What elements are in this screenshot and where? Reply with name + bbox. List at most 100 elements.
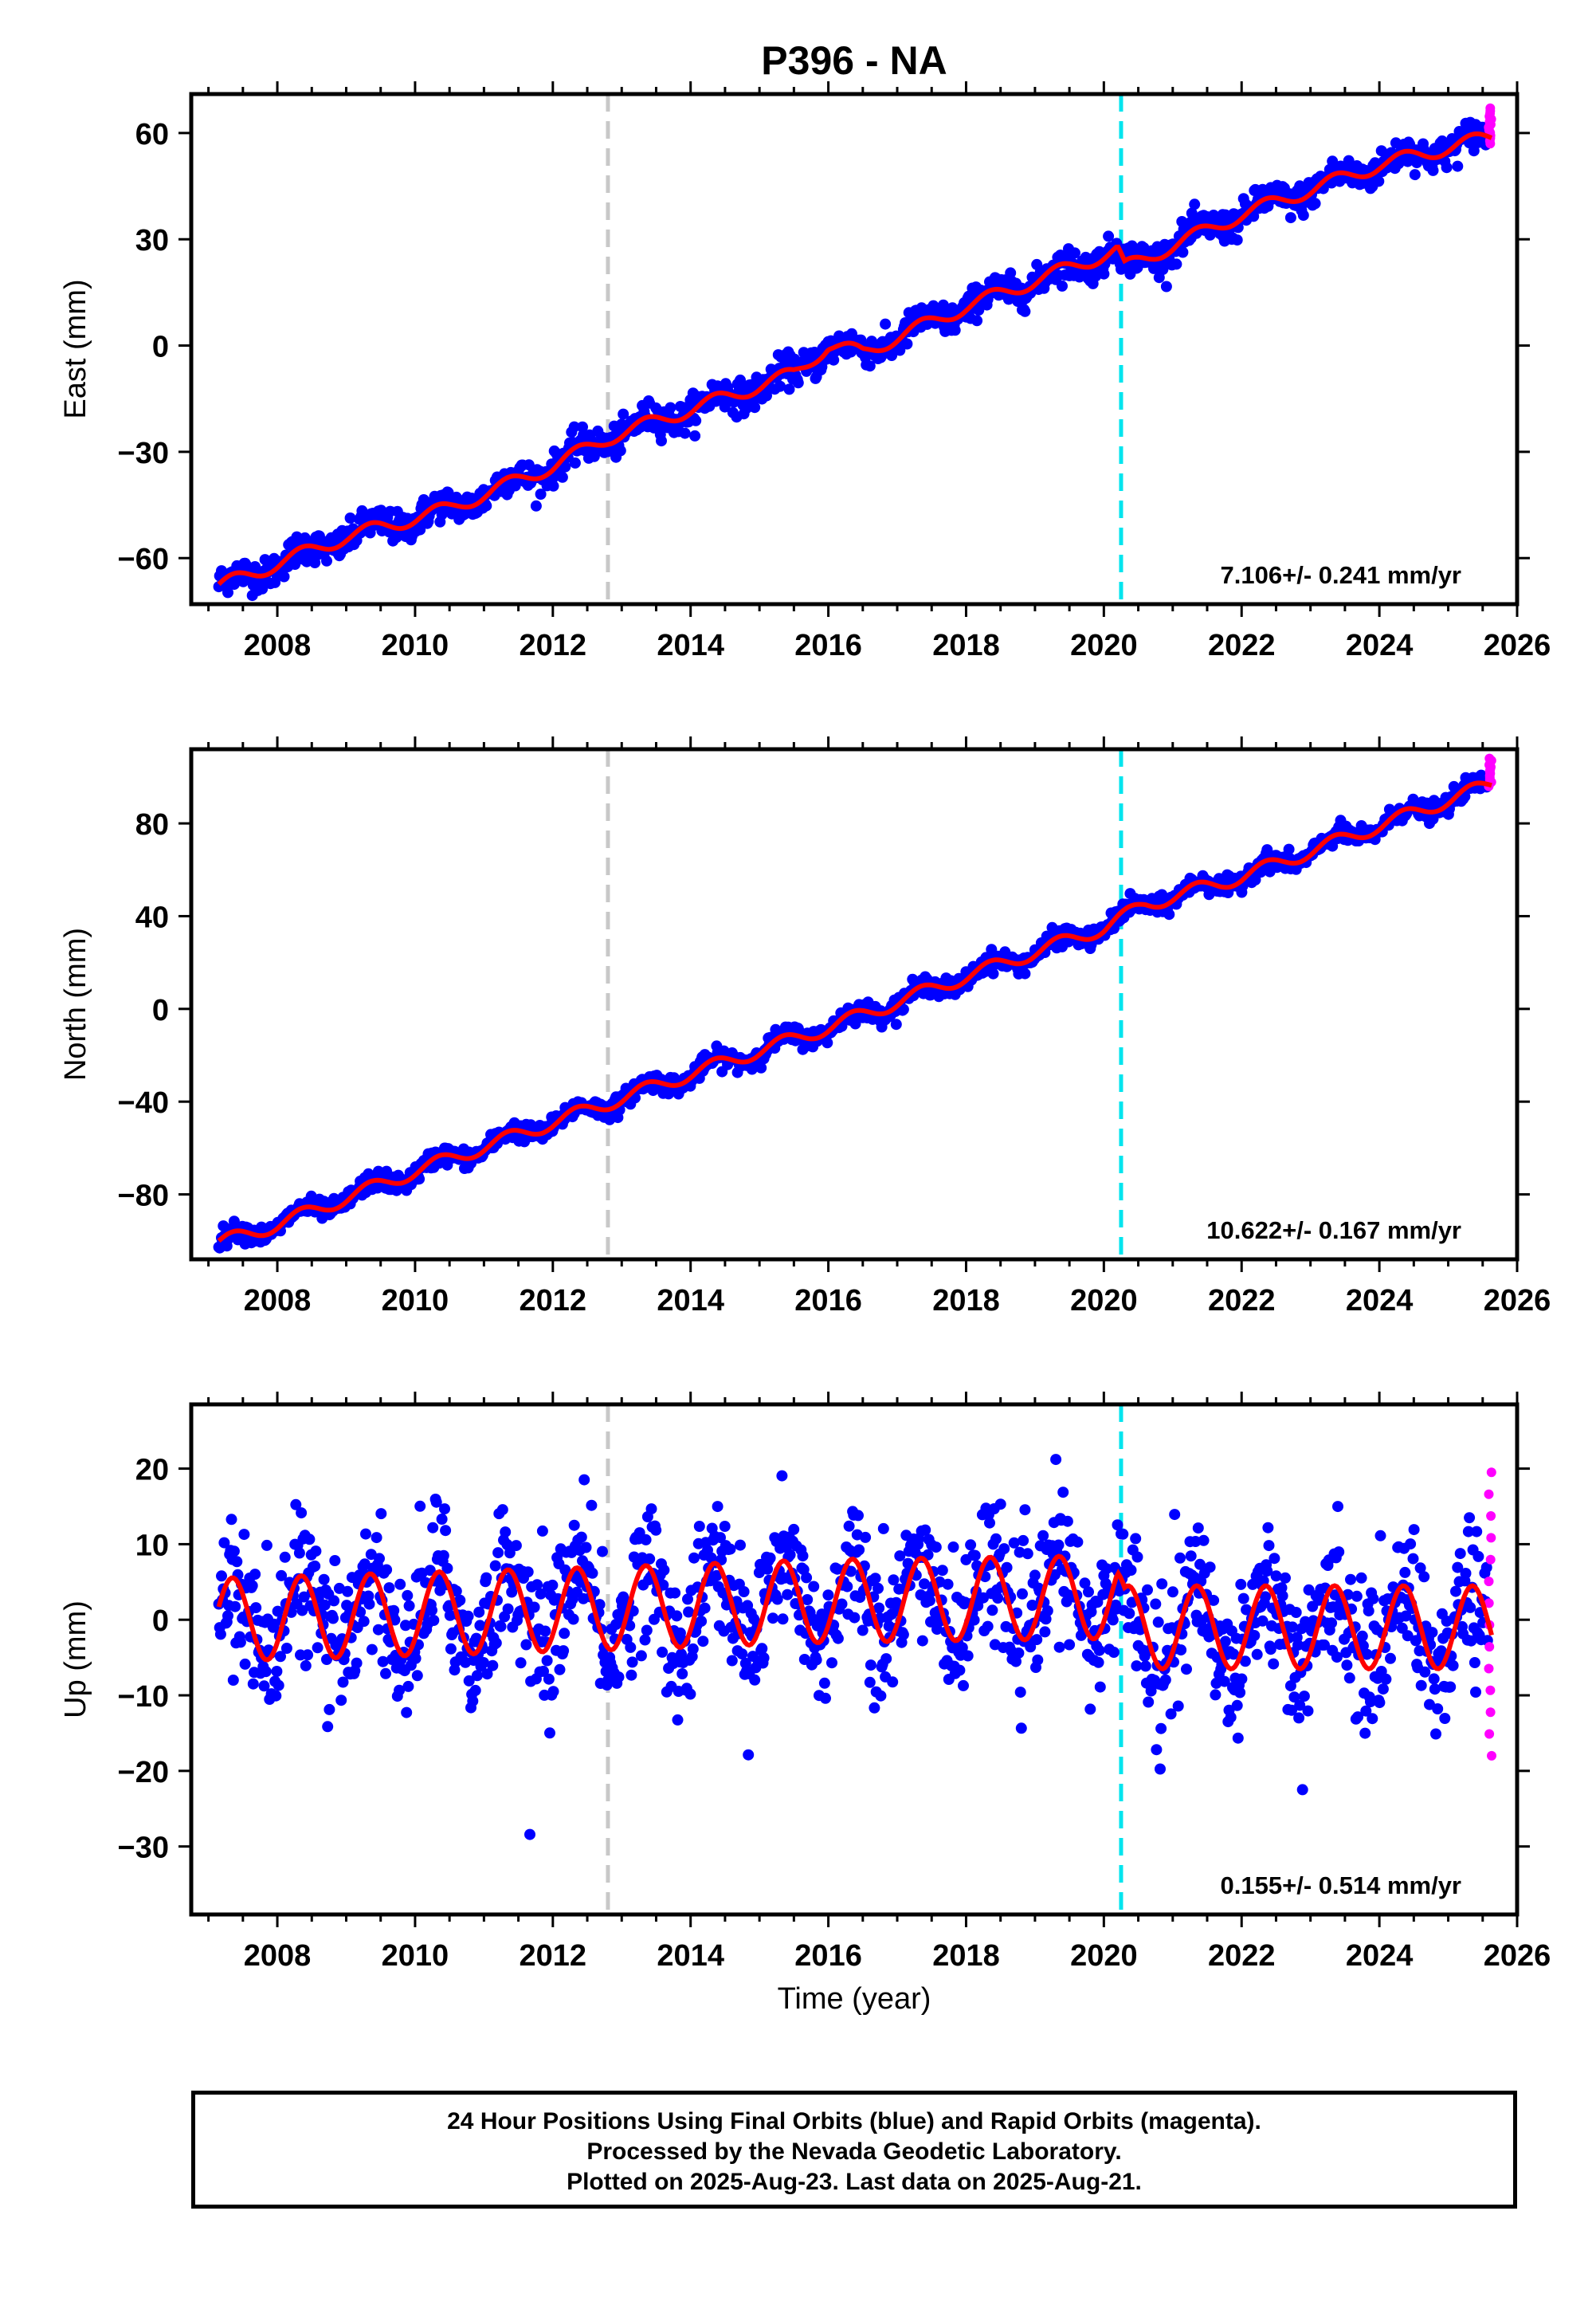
up-final-point [444,1609,456,1621]
up-final-point [1426,1627,1438,1639]
up-final-point [1280,1572,1291,1584]
up-final-point [930,1541,942,1553]
up-final-point [994,1498,1006,1510]
up-final-point [1072,1536,1084,1548]
east-rapid-point [1485,103,1496,113]
up-final-point [1333,1546,1345,1558]
up-final-point [535,1588,547,1600]
up-final-point [454,1594,466,1606]
north-x-tick-label: 2012 [520,1284,587,1318]
north-x-tick-label: 2026 [1484,1284,1551,1318]
up-final-point [1472,1550,1484,1562]
up-final-point [341,1600,353,1612]
up-final-point [1079,1577,1091,1589]
up-final-point [880,1653,892,1665]
up-final-point [672,1714,684,1726]
up-final-point [489,1560,501,1572]
up-final-point [797,1550,809,1562]
up-final-point [414,1500,426,1512]
up-final-point [424,1565,436,1577]
up-final-point [547,1686,559,1698]
east-x-tick-label: 2012 [520,629,587,662]
up-final-point [1345,1573,1356,1585]
up-final-point [802,1594,814,1605]
east-x-tick-label: 2008 [244,629,312,662]
up-final-point [541,1655,553,1667]
up-final-point [865,1659,876,1671]
up-final-point [1462,1526,1474,1537]
up-final-point [982,1620,994,1632]
up-final-point [650,1524,662,1536]
up-final-point [536,1525,548,1537]
up-rapid-point [1486,1533,1496,1543]
up-final-point [372,1624,384,1636]
up-final-point [279,1551,291,1563]
up-final-point [696,1616,708,1628]
up-final-point [641,1624,653,1636]
up-final-point [857,1624,869,1636]
up-final-point [1008,1537,1020,1549]
up-final-point [304,1533,316,1545]
up-final-point [1465,1635,1477,1647]
up-final-point [820,1692,831,1704]
up-final-point [1331,1651,1343,1663]
east-final-point [1069,247,1080,259]
up-final-point [500,1526,512,1538]
north-final-point [822,1037,833,1049]
east-final-point [1189,198,1201,210]
x-axis-label: Time (year) [778,1982,931,2016]
up-final-point [758,1652,770,1664]
up-final-point [558,1645,570,1657]
up-final-point [724,1543,736,1555]
up-final-point [1290,1607,1302,1618]
up-final-point [1174,1552,1186,1564]
up-final-point [250,1602,262,1614]
up-final-point [1175,1644,1187,1656]
up-final-point [699,1602,711,1614]
up-final-point [1296,1784,1308,1796]
up-final-point [567,1613,579,1625]
up-final-point [613,1671,625,1683]
up-final-point [360,1528,371,1540]
east-final-point [1116,263,1127,275]
panel-up: 2008 2010 2012 2014 2016 2018 2020 2022 2024 2026… [59,1392,1551,1973]
up-final-point [1432,1703,1444,1714]
up-final-point [272,1605,284,1617]
east-final-point [971,315,983,327]
east-final-point [880,318,892,330]
east-final-point [1171,258,1182,270]
up-final-point [711,1569,723,1581]
up-final-point [1414,1562,1426,1574]
up-final-point [222,1610,233,1622]
east-final-point [356,505,368,516]
up-final-point [1032,1654,1044,1666]
up-final-point [1156,1578,1168,1590]
up-final-point [1192,1522,1204,1534]
up-final-point [1169,1509,1181,1521]
up-final-point [1234,1687,1246,1698]
up-final-point [342,1585,354,1597]
up-final-point [1235,1578,1247,1590]
east-final-point [1409,169,1421,181]
up-rapid-point [1484,1729,1495,1739]
up-final-point [873,1602,885,1614]
up-final-point [890,1596,902,1608]
up-final-point [683,1606,695,1618]
up-final-point [919,1578,930,1590]
up-final-point [1428,1673,1440,1685]
up-final-point [719,1521,731,1532]
north-rate-label: 10.622+/- 0.167 mm/yr [1206,1216,1461,1244]
up-final-point [1100,1563,1112,1575]
up-x-tick-label: 2010 [382,1939,449,1973]
up-final-point [280,1643,292,1654]
up-final-point [580,1541,592,1553]
up-final-point [808,1581,820,1592]
up-final-point [1341,1659,1353,1671]
up-final-point [445,1643,457,1655]
up-final-point [801,1572,813,1584]
up-final-point [1050,1454,1062,1466]
up-x-tick-label: 2008 [244,1939,312,1973]
east-final-point [689,430,701,442]
up-final-point [228,1545,240,1557]
up-final-point [1284,1680,1296,1692]
